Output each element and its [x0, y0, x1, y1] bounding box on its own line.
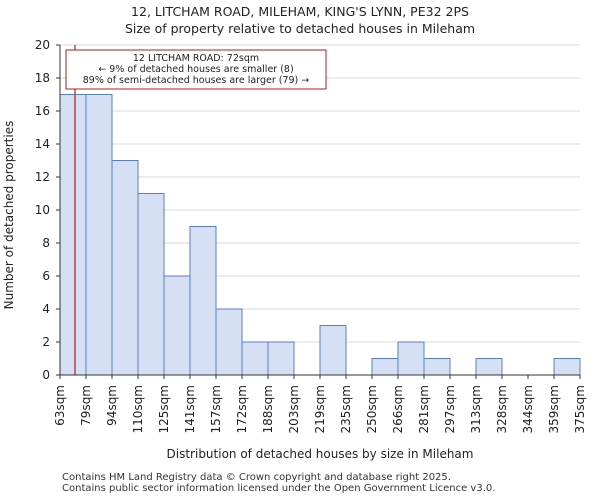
x-tick-label: 94sqm	[105, 385, 119, 426]
y-tick-labels: 0 2 4 6 8 10 12 14 16 18 20	[35, 38, 50, 382]
y-tick-label: 20	[35, 38, 50, 52]
footer-line-2: Contains public sector information licen…	[62, 483, 496, 494]
x-tick-label: 172sqm	[235, 385, 249, 433]
annotation-line: 89% of semi-detached houses are larger (…	[83, 75, 310, 86]
x-axis-label: Distribution of detached houses by size …	[167, 447, 474, 461]
y-tick-label: 14	[35, 137, 50, 151]
y-tick-label: 10	[35, 203, 50, 217]
x-tick-label: 219sqm	[313, 385, 327, 433]
bar	[475, 358, 503, 376]
chart-title: 12, LITCHAM ROAD, MILEHAM, KING'S LYNN, …	[131, 4, 469, 19]
bar	[423, 358, 451, 376]
bar	[553, 358, 581, 376]
bar	[163, 275, 191, 376]
y-tick-label: 12	[35, 170, 50, 184]
bar	[241, 341, 269, 376]
x-tick-label: 79sqm	[79, 385, 93, 426]
x-tick-labels: 63sqm 79sqm 94sqm 110sqm 125sqm 141sqm 157sqm 1…	[53, 385, 587, 433]
y-tick-label: 2	[42, 335, 50, 349]
y-tick-label: 6	[42, 269, 50, 283]
x-tick-label: 328sqm	[495, 385, 509, 433]
x-tick-label: 281sqm	[417, 385, 431, 433]
x-tick-label: 203sqm	[287, 385, 301, 433]
x-tick-label: 266sqm	[391, 385, 405, 433]
x-tick-label: 313sqm	[469, 385, 483, 433]
annotation-line: 12 LITCHAM ROAD: 72sqm	[133, 53, 259, 64]
bar	[59, 94, 87, 376]
y-tick-label: 0	[42, 368, 50, 382]
y-tick-label: 18	[35, 71, 50, 85]
x-tick-label: 63sqm	[53, 385, 67, 426]
y-axis-label: Number of detached properties	[2, 121, 16, 310]
y-tick-label: 8	[42, 236, 50, 250]
footer-line-1: Contains HM Land Registry data © Crown c…	[62, 472, 451, 483]
x-tick-label: 188sqm	[261, 385, 275, 433]
bar	[137, 193, 165, 376]
annotation-box	[65, 49, 327, 90]
bar	[319, 325, 347, 376]
x-tick-label: 297sqm	[443, 385, 457, 433]
bars	[59, 94, 581, 376]
y-tick-label: 4	[42, 302, 50, 316]
bar	[85, 94, 113, 376]
x-tick-label: 157sqm	[209, 385, 223, 433]
x-tick-label: 235sqm	[339, 385, 353, 433]
y-tick-label: 16	[35, 104, 50, 118]
bar	[111, 160, 139, 376]
x-tick-label: 125sqm	[157, 385, 171, 433]
bar	[215, 308, 243, 376]
marker-annotation: 12 LITCHAM ROAD: 72sqm← 9% of detached h…	[65, 49, 327, 90]
axes	[56, 44, 581, 379]
x-tick-label: 250sqm	[365, 385, 379, 433]
bar	[267, 341, 295, 376]
bar	[189, 226, 217, 376]
x-tick-label: 141sqm	[183, 385, 197, 433]
annotation-line: ← 9% of detached houses are smaller (8)	[98, 64, 293, 75]
x-tick-label: 344sqm	[521, 385, 535, 433]
x-tick-label: 375sqm	[573, 385, 587, 433]
x-tick-label: 359sqm	[547, 385, 561, 433]
bar	[397, 341, 425, 376]
chart-subtitle: Size of property relative to detached ho…	[124, 21, 476, 36]
x-tick-label: 110sqm	[131, 385, 145, 433]
bar	[371, 358, 399, 376]
